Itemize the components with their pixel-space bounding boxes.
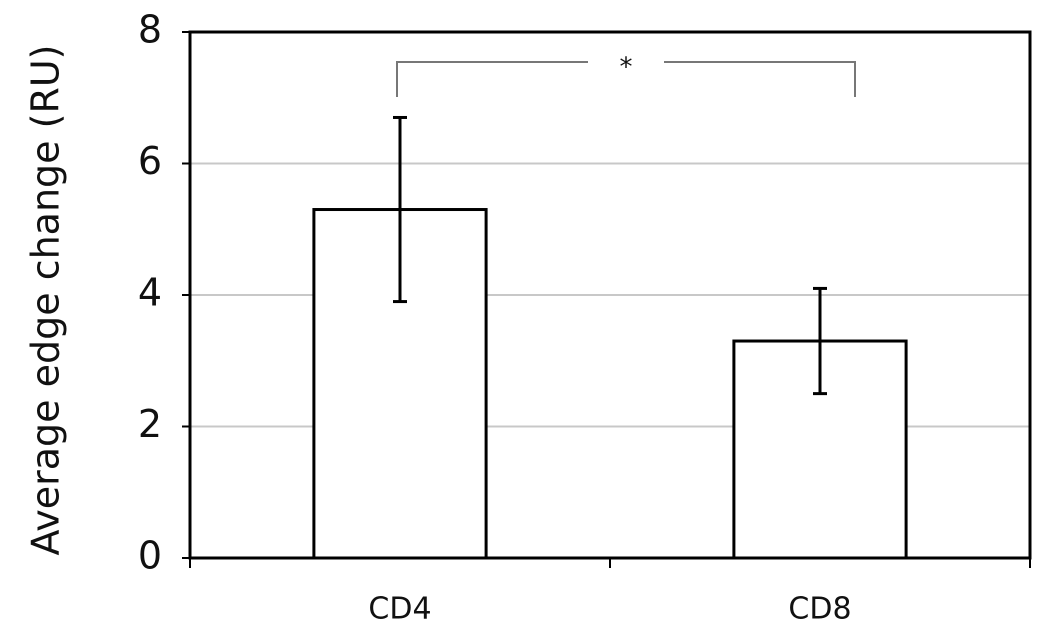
y-axis-label: Average edge change (RU) xyxy=(24,45,68,556)
y-tick-label: 8 xyxy=(138,8,162,52)
y-tick-label: 4 xyxy=(138,271,162,315)
x-tick-label: CD4 xyxy=(368,592,431,627)
error-bar xyxy=(393,115,407,304)
y-tick-label: 2 xyxy=(138,402,162,446)
error-bar xyxy=(813,286,827,396)
y-tick-label: 6 xyxy=(138,139,162,183)
significance-label: * xyxy=(620,53,633,83)
significance-bracket xyxy=(396,61,856,97)
y-tick-label: 0 xyxy=(138,534,162,578)
x-tick-label: CD8 xyxy=(788,592,851,627)
